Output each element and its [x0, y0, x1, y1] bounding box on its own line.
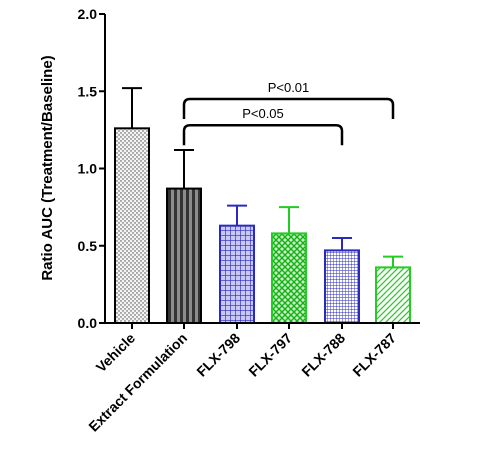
y-axis-ticks: 0.0 0.5 1.0 1.5 2.0	[78, 6, 105, 331]
bar-3	[271, 232, 307, 324]
bar-1	[166, 187, 202, 324]
bar-2	[219, 224, 255, 324]
bars	[114, 127, 411, 325]
y-tick-label-0: 0.0	[78, 315, 98, 331]
significance-annotations: P<0.01 P<0.05	[182, 80, 395, 146]
y-tick-label-4: 2.0	[78, 6, 98, 22]
bar-5	[375, 266, 411, 325]
axes	[104, 14, 420, 324]
x-tick-label-3: FLX-797	[245, 330, 295, 380]
error-bars	[122, 87, 403, 268]
y-tick-label-1: 0.5	[78, 238, 98, 254]
bar-0	[114, 127, 150, 324]
significance-bracket-0	[182, 97, 395, 119]
significance-bracket-1	[182, 123, 344, 146]
significance-label-1: P<0.05	[242, 106, 284, 121]
significance-label-0: P<0.01	[268, 80, 310, 95]
x-tick-label-0: Vehicle	[93, 330, 139, 376]
y-tick-label-3: 1.5	[78, 83, 98, 99]
y-axis-label: Ratio AUC (Treatment/Baseline)	[39, 55, 56, 280]
bar-4	[324, 249, 360, 324]
x-tick-label-5: FLX-787	[349, 330, 399, 380]
y-tick-label-2: 1.0	[78, 161, 98, 177]
x-tick-label-2: FLX-798	[193, 330, 243, 380]
x-tick-label-4: FLX-788	[298, 330, 348, 380]
x-tick-label-1: Extract Formulation	[85, 330, 190, 435]
